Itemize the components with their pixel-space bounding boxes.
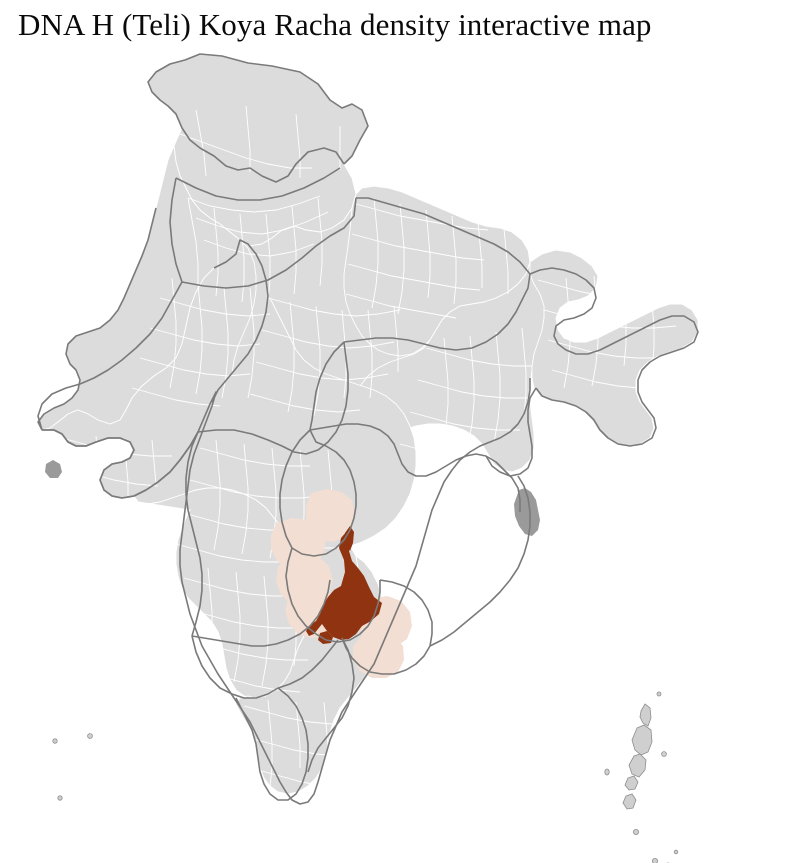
andaman-nicobar-islands[interactable] <box>604 691 679 863</box>
state-boundary-lines <box>37 53 699 801</box>
district-highlight-high-core[interactable] <box>306 531 382 640</box>
district-region-northeast-india[interactable] <box>529 249 699 447</box>
lakshadweep-islands[interactable] <box>52 733 93 801</box>
map-container[interactable] <box>0 48 800 863</box>
page-title: DNA H (Teli) Koya Racha density interact… <box>18 7 652 42</box>
district-highlight-high-spur[interactable] <box>345 526 354 551</box>
india-district-choropleth-map[interactable] <box>0 48 800 863</box>
map-base-landmass <box>37 53 699 795</box>
district-kutch-dark[interactable] <box>45 460 62 478</box>
coastline-outline <box>37 207 531 805</box>
